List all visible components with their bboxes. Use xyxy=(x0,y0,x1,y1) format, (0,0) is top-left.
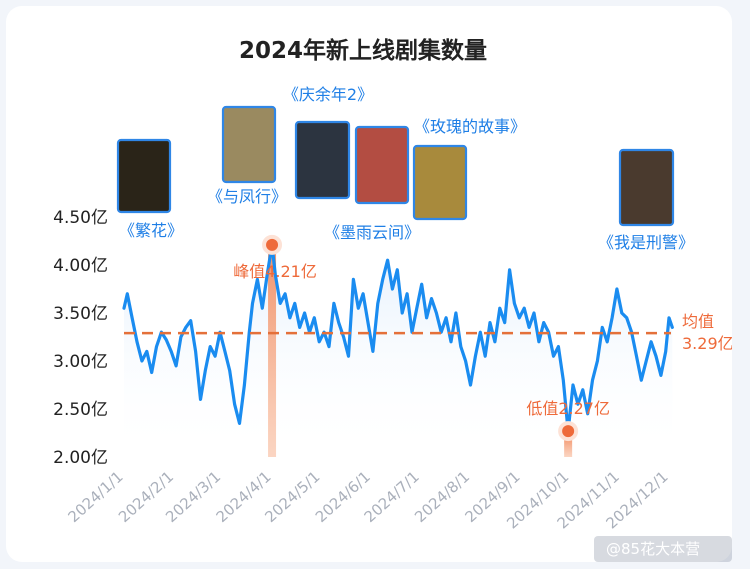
show-label: 《与凤行》 xyxy=(207,187,287,206)
x-tick-label: 2024/1/1 xyxy=(65,468,127,526)
show-poster xyxy=(354,125,410,205)
show-poster xyxy=(221,105,277,184)
x-axis: 2024/1/12024/2/12024/3/12024/4/12024/5/1… xyxy=(65,468,672,533)
y-tick-label: 4.50亿 xyxy=(53,208,108,228)
show-label: 《墨雨云间》 xyxy=(324,223,420,242)
line-chart: 2024年新上线剧集数量 2.00亿 2.50亿 3.00亿 3.50亿 4.00亿 4.… xyxy=(53,37,732,562)
show-label: 《繁花》 xyxy=(119,221,183,240)
watermark: @85花大本营 xyxy=(606,540,700,558)
x-tick-label: 2024/8/1 xyxy=(411,468,473,526)
show-poster xyxy=(294,120,351,200)
trough-label: 低值2.27亿 xyxy=(526,399,610,418)
trough-marker-bar xyxy=(564,437,573,457)
y-tick-label: 2.50亿 xyxy=(53,400,108,420)
average-value-label: 3.29亿 xyxy=(682,334,732,353)
y-tick-label: 4.00亿 xyxy=(53,256,108,276)
peak-label: 峰值4.21亿 xyxy=(233,262,317,281)
series-line xyxy=(122,243,674,433)
average-label: 均值 xyxy=(682,312,714,331)
show-label: 《我是刑警》 xyxy=(598,233,694,252)
y-tick-label: 2.00亿 xyxy=(53,448,108,468)
peak-marker-bar xyxy=(268,250,277,457)
y-axis: 2.00亿 2.50亿 3.00亿 3.50亿 4.00亿 4.50亿 xyxy=(53,208,108,468)
show-annotations: 《繁花》 《与凤行》 《庆余年2》《墨雨云间》 《玫瑰的故事》《我是刑警》 xyxy=(116,85,694,252)
show-poster xyxy=(116,138,172,214)
show-poster xyxy=(412,144,468,221)
trough-marker-dot xyxy=(558,421,579,442)
chart-title: 2024年新上线剧集数量 xyxy=(239,37,487,64)
series-area xyxy=(124,244,673,457)
x-tick-label: 2024/7/1 xyxy=(361,468,423,526)
show-poster xyxy=(618,148,675,227)
show-label: 《庆余年2》 xyxy=(283,85,373,104)
x-tick-label: 2024/5/1 xyxy=(261,468,323,526)
peak-marker-dot xyxy=(262,234,283,255)
y-tick-label: 3.00亿 xyxy=(53,352,108,372)
show-label: 《玫瑰的故事》 xyxy=(414,117,526,136)
y-tick-label: 3.50亿 xyxy=(53,304,108,324)
watermark-backdrop xyxy=(594,536,732,562)
chart-card: 2024年新上线剧集数量 2.00亿 2.50亿 3.00亿 3.50亿 4.00亿 4.… xyxy=(6,6,732,562)
